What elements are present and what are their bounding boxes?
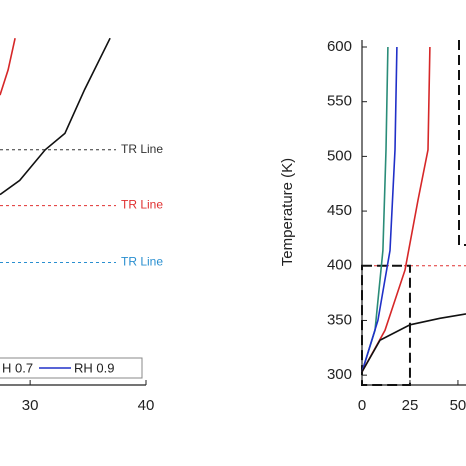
x-tick-label: 50 xyxy=(450,397,466,414)
legend-label: H 0.7 xyxy=(2,360,33,375)
series-line xyxy=(361,46,398,373)
series-line xyxy=(0,37,111,196)
legend-label: RH 0.9 xyxy=(74,360,114,375)
y-tick-label: 600 xyxy=(327,38,352,55)
reference-label: TR Line xyxy=(121,142,163,156)
reference-label: TR Line xyxy=(121,255,163,269)
inset-box-edge xyxy=(458,40,466,246)
reference-label: TR Line xyxy=(121,198,163,212)
y-tick-label: 300 xyxy=(327,366,352,383)
x-tick-label: 0 xyxy=(358,397,366,414)
series-line xyxy=(361,46,431,373)
chart: 30 40 TR Line TR Line TR Line H 0.7 RH 0.9 xyxy=(0,37,163,414)
x-tick-label: 40 xyxy=(138,397,155,414)
series-line xyxy=(361,46,389,373)
y-tick-label: 550 xyxy=(327,93,352,110)
x-tick-label: 30 xyxy=(22,397,39,414)
y-tick-label: 450 xyxy=(327,202,352,219)
series-line xyxy=(361,313,466,373)
chart: 0 25 50 300 350 400 450 500 550 600 Temperature (K… xyxy=(279,38,466,414)
y-tick-label: 400 xyxy=(327,257,352,274)
x-tick-label: 25 xyxy=(402,397,419,414)
y-axis-label: Temperature (K) xyxy=(279,158,296,266)
series-line xyxy=(0,38,16,96)
y-tick-label: 350 xyxy=(327,311,352,328)
y-tick-label: 500 xyxy=(327,147,352,164)
